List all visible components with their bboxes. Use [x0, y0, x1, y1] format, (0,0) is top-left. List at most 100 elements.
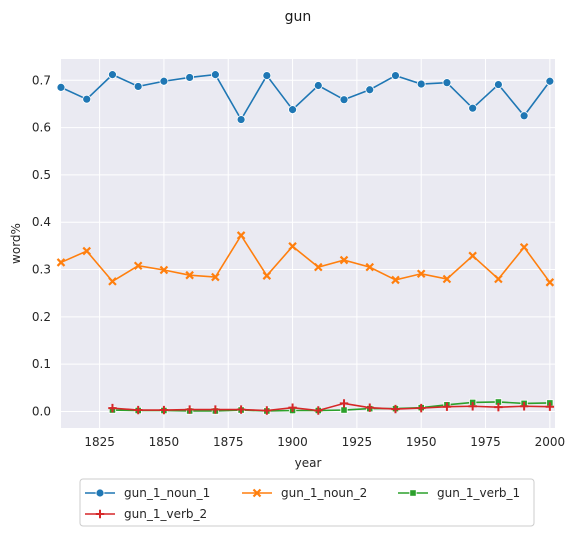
data-point [313, 81, 323, 90]
legend-label: gun_1_noun_1 [124, 486, 210, 500]
x-axis-label: year [295, 456, 322, 470]
data-point [417, 403, 426, 413]
data-point [545, 278, 555, 287]
data-point [442, 78, 452, 88]
data-point [494, 402, 503, 412]
data-point [468, 103, 478, 113]
legend-label: gun_1_verb_1 [437, 486, 520, 500]
data-series [56, 70, 555, 415]
data-point [365, 262, 375, 272]
series-line [60, 233, 551, 283]
data-point [108, 403, 117, 413]
data-point [262, 71, 272, 80]
y-tick-label: 0.2 [32, 310, 51, 324]
data-point [416, 269, 426, 279]
data-point [82, 94, 92, 104]
series-line [112, 401, 550, 412]
data-point [391, 275, 400, 285]
data-point [185, 270, 194, 280]
data-point [262, 406, 272, 415]
data-point [56, 258, 66, 267]
data-point [288, 105, 297, 115]
chart-title: gun [285, 9, 312, 25]
data-point [339, 399, 349, 408]
data-point [314, 406, 323, 415]
data-point [133, 82, 143, 91]
x-tick-label: 1950 [406, 435, 437, 449]
data-point [288, 242, 297, 251]
data-point [493, 80, 503, 89]
data-point [365, 85, 375, 95]
x-tick-label: 2000 [535, 435, 566, 449]
y-tick-label: 0.7 [32, 73, 51, 87]
data-point [288, 403, 297, 412]
data-point [519, 243, 529, 252]
series-gun_1_noun_2 [56, 231, 555, 287]
data-point [211, 272, 220, 282]
data-point [442, 402, 452, 411]
data-point [210, 70, 220, 80]
series-line [112, 402, 550, 412]
legend-label: gun_1_verb_2 [124, 507, 207, 521]
data-point [108, 70, 117, 80]
data-point [545, 76, 555, 86]
data-point [159, 405, 169, 415]
data-point [339, 95, 349, 105]
data-point [391, 404, 400, 414]
data-point [159, 76, 169, 86]
data-point [314, 262, 323, 272]
legend-marker [95, 488, 105, 498]
data-point [339, 255, 349, 265]
legend-item: gun_1_verb_1 [398, 486, 520, 500]
data-point [365, 403, 374, 412]
legend-item: gun_1_noun_1 [85, 486, 210, 500]
y-tick-label: 0.0 [32, 404, 51, 418]
x-tick-label: 1900 [277, 435, 308, 449]
data-point [185, 73, 195, 82]
legend-marker [95, 509, 105, 519]
legend: gun_1_noun_1 gun_1_noun_2 gun_1_verb_1 gun_… [79, 478, 535, 527]
data-point [82, 246, 92, 256]
series-gun_1_noun_1 [56, 70, 555, 124]
x-tick-label: 1925 [342, 435, 373, 449]
data-point [340, 406, 348, 414]
y-tick-label: 0.5 [32, 168, 51, 182]
x-tick-label: 1850 [149, 435, 180, 449]
series-gun_1_verb_2 [108, 399, 555, 415]
y-tick-label: 0.3 [32, 263, 51, 277]
grid-lines [61, 59, 555, 428]
data-point [159, 265, 169, 275]
data-point [185, 405, 194, 414]
legend-label: gun_1_noun_2 [281, 486, 367, 500]
legend-item: gun_1_verb_2 [85, 507, 207, 521]
data-point [236, 231, 246, 240]
data-point [468, 251, 477, 261]
plot-area [61, 59, 555, 428]
y-tick-label: 0.6 [32, 121, 51, 135]
x-tick-label: 1875 [213, 435, 244, 449]
data-point [133, 261, 143, 271]
legend-item: gun_1_noun_2 [242, 486, 367, 500]
data-point [56, 82, 66, 92]
data-point [108, 277, 117, 286]
data-point [391, 71, 400, 80]
legend-marker [252, 488, 262, 498]
data-point [519, 402, 529, 411]
tick-labels: 1825 1850 1875 1900 1925 1950 1975 2000 0.0 0.1 0.… [32, 73, 565, 449]
data-point [545, 402, 555, 411]
data-point [262, 271, 272, 280]
data-point [416, 79, 426, 89]
data-point [494, 274, 503, 284]
x-tick-label: 1825 [84, 435, 115, 449]
legend-marker [409, 489, 417, 497]
data-point [211, 405, 220, 414]
legend-box [79, 478, 535, 527]
data-point [468, 402, 477, 411]
y-tick-label: 0.1 [32, 357, 51, 371]
data-point [133, 405, 143, 415]
y-axis-label: word% [9, 223, 23, 264]
data-point [236, 405, 246, 414]
data-point [442, 274, 452, 284]
data-point [236, 115, 246, 124]
